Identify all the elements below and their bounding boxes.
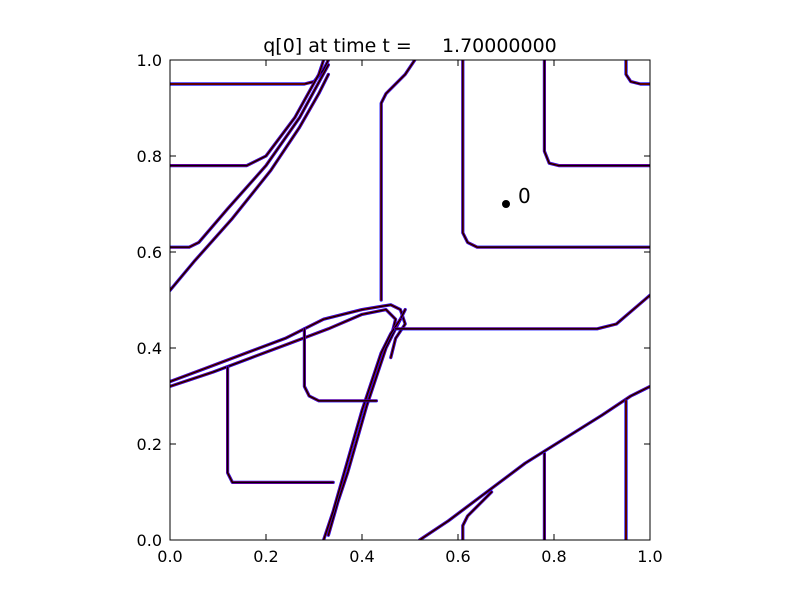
contour-line [418,384,650,540]
contour-line [170,308,398,388]
contour-red-path [170,60,330,85]
chart-title: q[0] at time t = 1.70000000 [263,35,557,57]
contour-black-path [226,366,334,484]
contour-black-path [418,385,650,540]
x-tick-label: 0.4 [349,547,374,566]
contour-black-path [322,318,402,540]
contour-black-path [380,60,416,301]
contour-black-path [303,328,378,402]
contour-line [542,60,650,168]
contour-line [170,60,326,168]
contour-red-path [303,327,378,402]
contour-black-path [170,308,397,388]
contour-black-path [170,64,330,248]
contour-blue-path [542,60,650,168]
contour-black-path [170,73,330,292]
contour-black-path [625,60,650,85]
contour-line [461,490,494,540]
contour-black-path [462,491,493,540]
y-axis: 0.0 0.2 0.4 0.6 0.8 1.0 [137,51,650,550]
contour-line [322,317,402,540]
contour-black-path [543,60,650,167]
contour-line [379,60,417,302]
y-tick-label: 0.6 [137,243,162,262]
contour-red-path [170,63,330,249]
contour-red-path [322,318,402,540]
y-tick-label: 0.8 [137,147,162,166]
contour-blue-path [170,60,330,86]
contour-blue-path [170,63,330,249]
contour-red-path [543,60,650,167]
contour-line [226,365,335,484]
marker-layer: 0 [502,184,531,208]
contour-line [302,327,378,403]
contour-line [170,60,330,86]
contour-black-path [170,60,325,167]
x-tick-label: 0.2 [253,547,278,566]
x-tick-label: 0.0 [157,547,182,566]
contour-line [624,60,650,86]
contour-red-path [226,366,335,484]
plot-frame [169,59,651,541]
contour-black-path [170,60,330,85]
y-tick-label: 0.2 [137,435,162,454]
y-tick-label: 1.0 [137,51,162,70]
contour-line [394,293,650,331]
contour-black-path [394,294,650,330]
contour-blue-path [461,60,650,249]
contour-blue-path [226,365,335,484]
contour-red-path [461,60,650,249]
contour-blue-path [394,293,650,331]
contour-line [461,60,650,249]
x-tick-label: 0.8 [541,547,566,566]
contour-line [170,72,330,292]
contour-blue-path [302,327,378,403]
contour-blue-path [379,60,417,302]
contour-black-path [327,308,406,536]
y-tick-label: 0.4 [137,339,162,358]
contour-lines [170,60,650,540]
x-tick-label: 0.6 [445,547,470,566]
point-marker [502,200,510,208]
x-tick-label: 1.0 [637,547,662,566]
point-annotation: 0 [518,184,531,208]
contour-line [326,308,407,537]
contour-line [170,63,330,249]
contour-black-path [462,60,650,248]
x-axis: 0.0 0.2 0.4 0.6 0.8 1.0 [157,60,663,566]
y-tick-label: 0.0 [137,531,162,550]
